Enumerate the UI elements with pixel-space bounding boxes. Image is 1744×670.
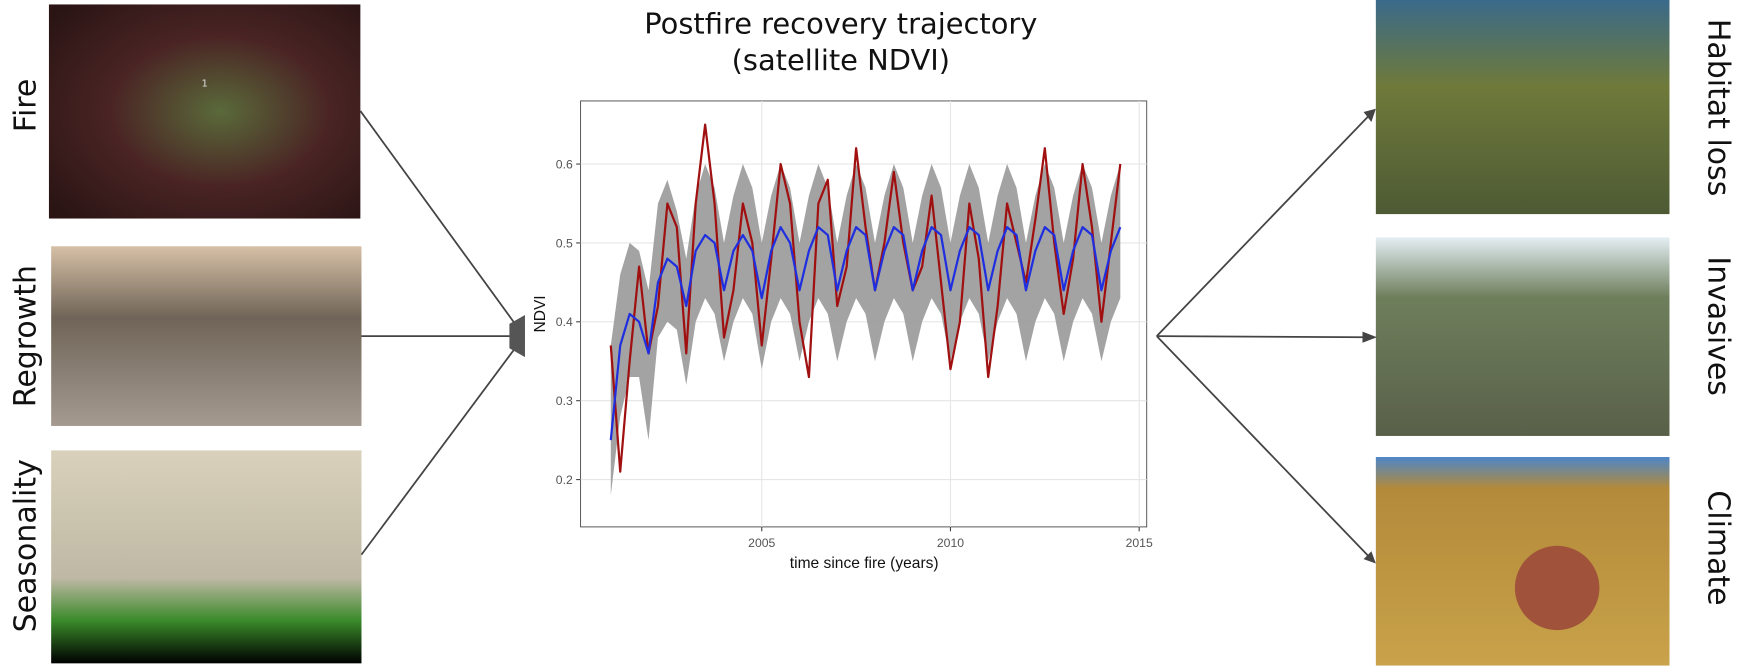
invasives-photo <box>1375 237 1670 436</box>
panel-label: Invasives <box>1700 256 1735 396</box>
y-tick-label: 0.5 <box>556 236 573 250</box>
y-tick-label: 0.2 <box>556 473 573 487</box>
regrowth-photo <box>51 246 362 426</box>
x-tick-label: 2010 <box>937 536 964 550</box>
arrow-head <box>1362 331 1377 343</box>
photo-annotation: 1 <box>201 79 207 90</box>
y-tick-label: 0.3 <box>556 394 573 408</box>
panel-label: Seasonality <box>9 459 44 632</box>
arrow-head <box>1363 108 1376 123</box>
habitat-photo <box>1375 0 1670 215</box>
arrow-head <box>509 315 525 358</box>
series-line <box>609 123 1122 473</box>
chart-title: (satellite NDVI) <box>732 43 950 77</box>
plot-layer: 0.2 0.3 0.4 0.5 0.6 2005 2010 2015 <box>556 100 1153 550</box>
x-tick-label: 2005 <box>748 536 775 550</box>
climate-photo <box>1375 457 1670 666</box>
x-tick-label: 2015 <box>1126 536 1153 550</box>
fire-photo <box>48 4 361 219</box>
x-axis-label: time since fire (years) <box>790 555 939 572</box>
arrow-head <box>1363 551 1376 564</box>
seasonality-map <box>51 450 362 664</box>
panel-label: Fire <box>9 79 44 132</box>
panel-label: Habitat loss <box>1700 19 1735 196</box>
panel-label: Climate <box>1700 490 1735 605</box>
y-tick-label: 0.6 <box>556 158 573 172</box>
chart-title: Postfire recovery trajectory <box>644 6 1037 40</box>
series-line <box>609 226 1122 441</box>
panel-label: Regrowth <box>9 265 44 407</box>
y-axis-label: NDVI <box>532 295 549 332</box>
arrows <box>359 110 1371 559</box>
climate-photo-detail <box>1514 545 1600 631</box>
y-tick-label: 0.4 <box>556 315 573 329</box>
